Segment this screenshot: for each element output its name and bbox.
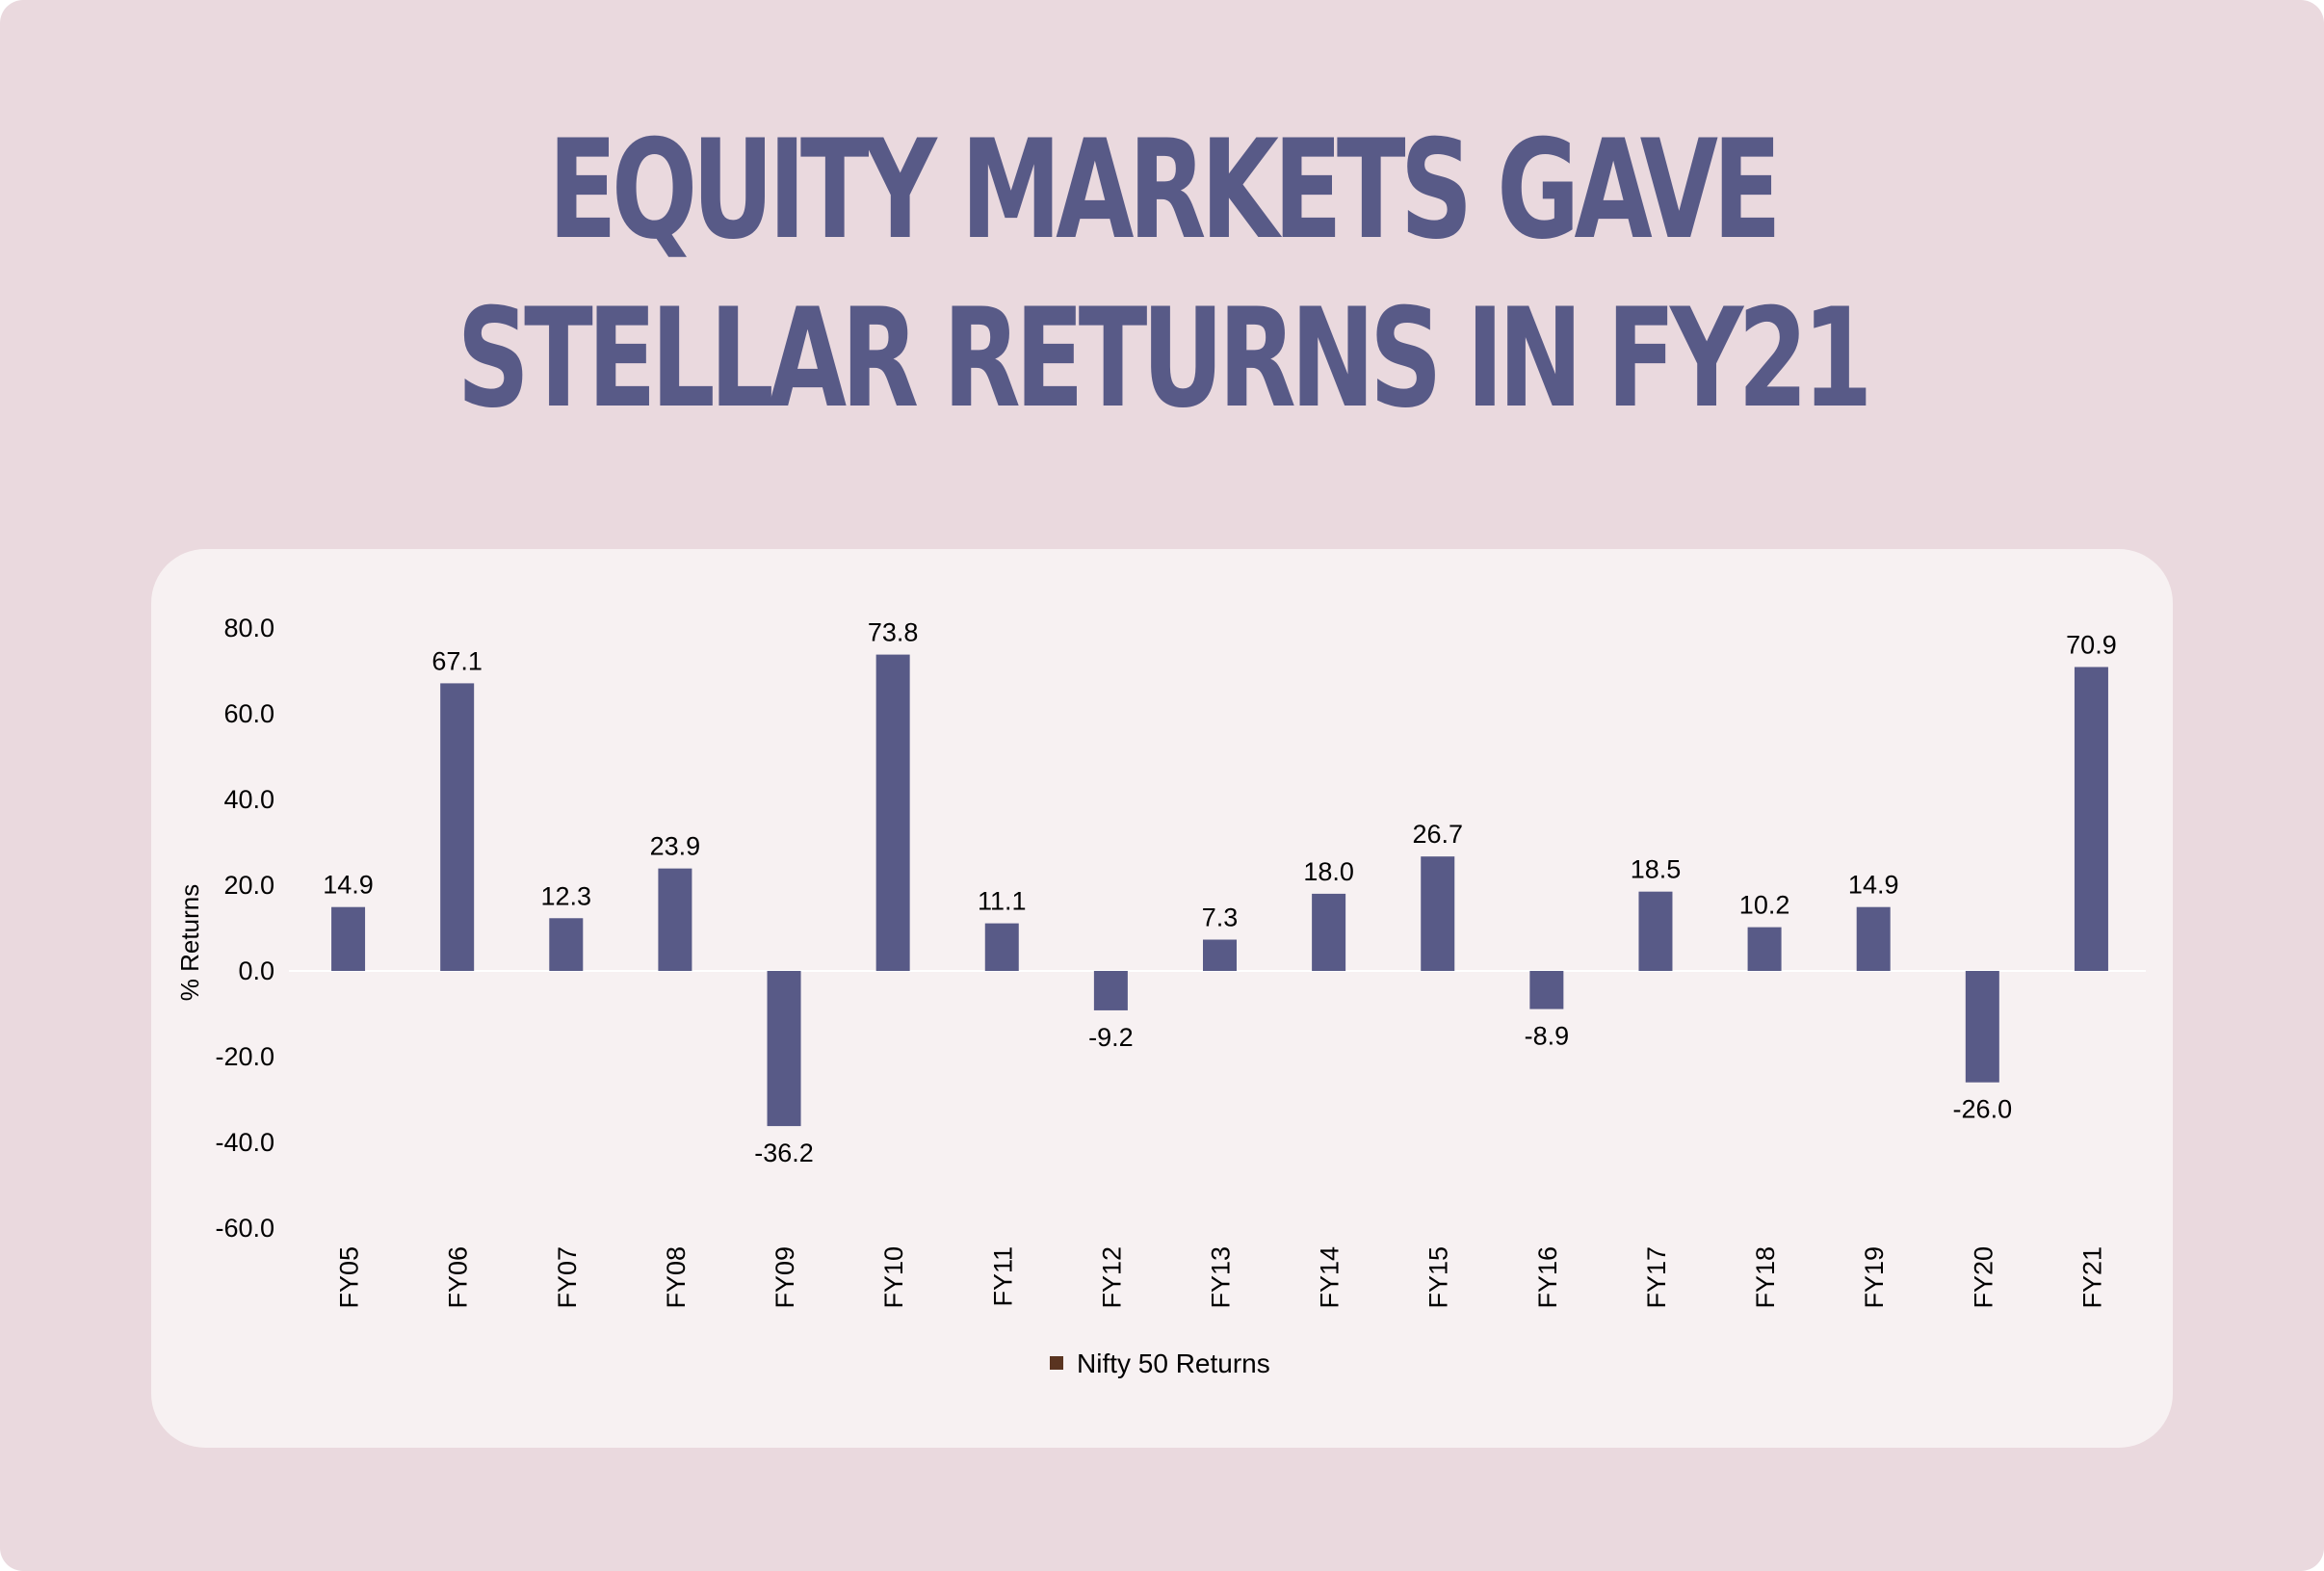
bar bbox=[1965, 971, 1999, 1083]
y-tick-label: 60.0 bbox=[223, 699, 274, 728]
data-label: 23.9 bbox=[650, 832, 701, 861]
title-line-1: EQUITY MARKETS GAVE bbox=[548, 111, 1782, 270]
y-tick-label: -60.0 bbox=[215, 1214, 274, 1243]
x-tick-label: FY09 bbox=[770, 1246, 799, 1309]
bar bbox=[1203, 939, 1237, 971]
x-tick-label: FY07 bbox=[553, 1246, 582, 1309]
x-tick-label: FY10 bbox=[879, 1246, 908, 1309]
x-tick-label: FY12 bbox=[1097, 1246, 1126, 1309]
data-label: 73.8 bbox=[868, 618, 919, 647]
bar bbox=[984, 923, 1019, 971]
data-label: -9.2 bbox=[1088, 1023, 1134, 1052]
x-tick-label: FY19 bbox=[1860, 1246, 1889, 1309]
bar bbox=[1747, 927, 1782, 971]
x-tick-label: FY14 bbox=[1316, 1246, 1345, 1309]
bar bbox=[549, 918, 584, 971]
bar bbox=[1529, 971, 1564, 1009]
bar bbox=[440, 683, 475, 971]
data-label: 14.9 bbox=[1848, 871, 1899, 900]
bar bbox=[1093, 971, 1128, 1010]
title-line-2: STELLAR RETURNS IN FY21 bbox=[457, 279, 1872, 438]
x-axis-ticks: FY05 FY06 FY07 FY08 FY09 FY10 FY11 FY12 FY13 FY14… bbox=[335, 1246, 2107, 1309]
bars-group bbox=[331, 654, 2108, 1127]
chart-card bbox=[151, 549, 2173, 1448]
bar bbox=[1638, 891, 1673, 971]
data-label: 7.3 bbox=[1202, 903, 1239, 932]
x-tick-label: FY08 bbox=[662, 1246, 691, 1309]
y-tick-label: 40.0 bbox=[223, 785, 274, 814]
data-label: 18.5 bbox=[1631, 855, 1682, 884]
x-tick-label: FY16 bbox=[1533, 1246, 1562, 1309]
data-label: 12.3 bbox=[541, 881, 592, 910]
bar bbox=[1856, 906, 1891, 971]
data-label: 18.0 bbox=[1303, 857, 1354, 886]
bar bbox=[875, 654, 910, 971]
bar bbox=[658, 868, 692, 971]
bar bbox=[1312, 893, 1346, 971]
bar bbox=[2074, 667, 2108, 971]
data-label: -8.9 bbox=[1525, 1022, 1570, 1051]
bar bbox=[1421, 856, 1455, 971]
data-label: -36.2 bbox=[754, 1139, 814, 1167]
x-tick-label: FY06 bbox=[444, 1246, 473, 1309]
bar bbox=[331, 906, 366, 971]
y-axis-ticks: 80.0 60.0 40.0 20.0 0.0 -20.0 -40.0 -60.0 bbox=[215, 614, 274, 1243]
y-tick-label: 0.0 bbox=[238, 956, 274, 985]
x-tick-label: FY17 bbox=[1642, 1246, 1671, 1309]
legend: Nifty 50 Returns bbox=[1050, 1348, 1270, 1378]
x-tick-label: FY11 bbox=[988, 1246, 1017, 1307]
x-tick-label: FY18 bbox=[1751, 1246, 1780, 1309]
bar bbox=[767, 971, 801, 1127]
y-axis-label: % Returns bbox=[175, 884, 204, 1001]
x-tick-label: FY20 bbox=[1969, 1246, 1998, 1309]
y-tick-label: -40.0 bbox=[215, 1128, 274, 1157]
x-tick-label: FY15 bbox=[1424, 1246, 1453, 1309]
data-labels-group: 14.9 67.1 12.3 23.9 -36.2 73.8 11.1 -9.2 7.3 18.0… bbox=[323, 618, 2116, 1167]
data-label: 67.1 bbox=[431, 646, 483, 675]
page-title: EQUITY MARKETS GAVE STELLAR RETURNS IN F… bbox=[302, 106, 2023, 443]
data-label: 10.2 bbox=[1739, 891, 1790, 920]
data-label: 14.9 bbox=[323, 871, 374, 900]
y-tick-label: 80.0 bbox=[223, 614, 274, 642]
legend-label: Nifty 50 Returns bbox=[1077, 1348, 1270, 1378]
x-tick-label: FY21 bbox=[2077, 1246, 2106, 1309]
x-tick-label: FY05 bbox=[335, 1246, 364, 1309]
data-label: 11.1 bbox=[978, 887, 1027, 916]
y-tick-label: -20.0 bbox=[215, 1042, 274, 1071]
data-label: -26.0 bbox=[1953, 1095, 2013, 1124]
data-label: 26.7 bbox=[1412, 820, 1463, 849]
x-tick-label: FY13 bbox=[1207, 1246, 1236, 1309]
data-label: 70.9 bbox=[2066, 630, 2117, 659]
y-tick-label: 20.0 bbox=[223, 871, 274, 900]
legend-marker bbox=[1050, 1356, 1063, 1370]
